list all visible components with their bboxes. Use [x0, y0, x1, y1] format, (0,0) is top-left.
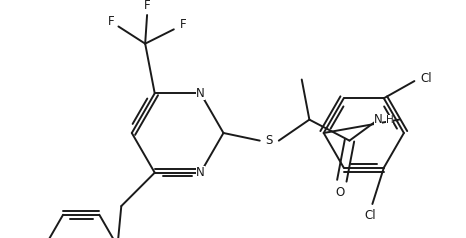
Text: S: S [266, 134, 273, 147]
Text: F: F [108, 15, 114, 28]
Text: N: N [196, 87, 205, 100]
Text: F: F [144, 0, 151, 12]
Text: O: O [336, 186, 344, 199]
Text: N: N [374, 113, 383, 126]
Text: H: H [386, 115, 393, 125]
Text: Cl: Cl [420, 72, 432, 85]
Text: N: N [196, 166, 205, 179]
Text: Cl: Cl [365, 209, 376, 222]
Text: F: F [180, 18, 187, 31]
